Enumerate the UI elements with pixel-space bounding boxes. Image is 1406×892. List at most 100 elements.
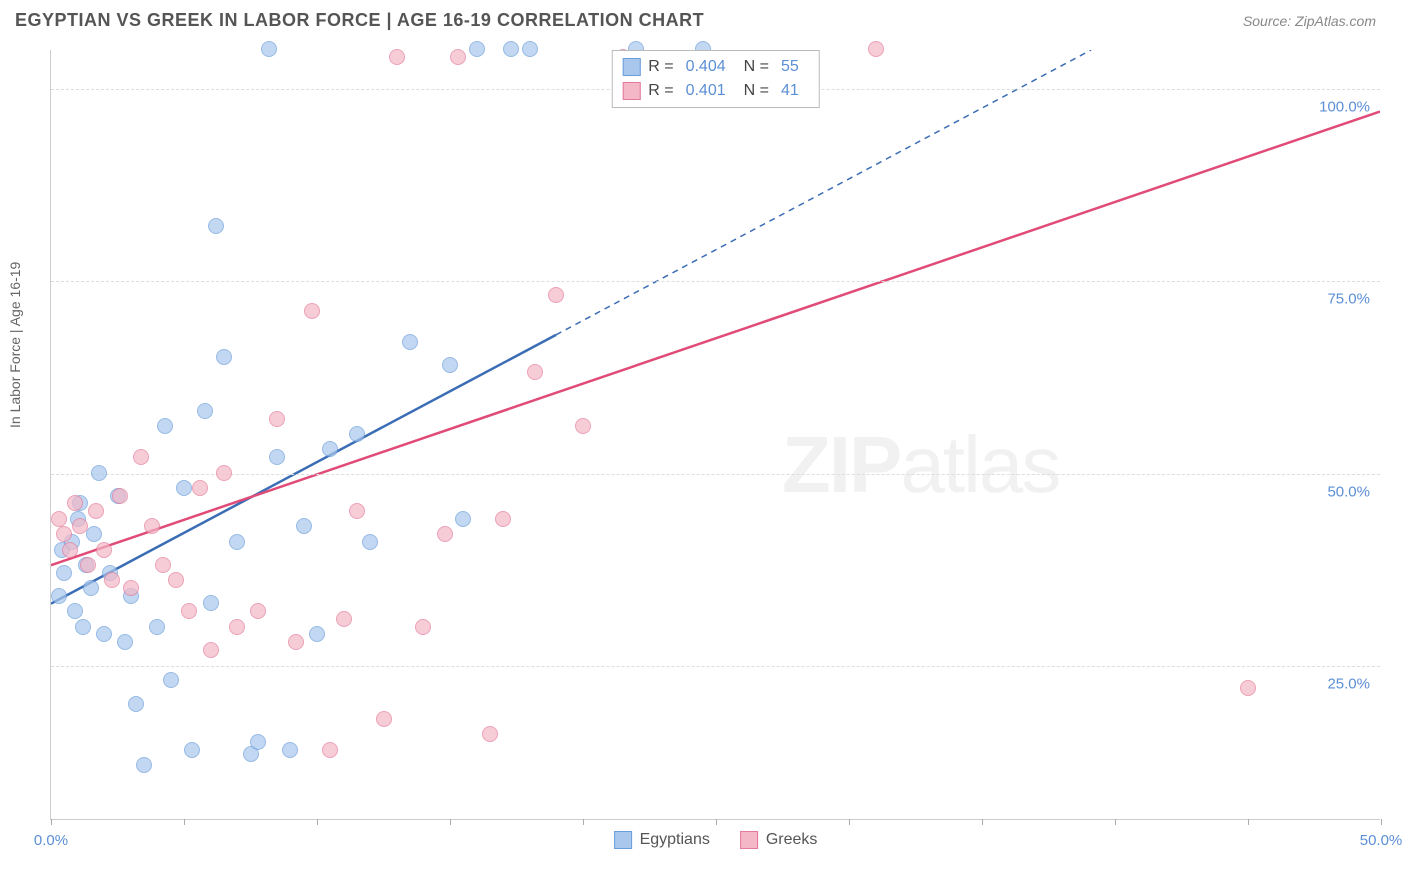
swatch-greeks-icon bbox=[740, 831, 758, 849]
data-point bbox=[250, 603, 266, 619]
scatter-chart: ZIPatlas R = 0.404 N = 55 R = 0.401 N = … bbox=[50, 50, 1380, 820]
data-point bbox=[163, 672, 179, 688]
data-point bbox=[469, 41, 485, 57]
data-point bbox=[415, 619, 431, 635]
data-point bbox=[336, 611, 352, 627]
swatch-greeks bbox=[622, 82, 640, 100]
data-point bbox=[168, 572, 184, 588]
data-point bbox=[216, 465, 232, 481]
data-point bbox=[203, 642, 219, 658]
data-point bbox=[261, 41, 277, 57]
data-point bbox=[282, 742, 298, 758]
data-point bbox=[144, 518, 160, 534]
data-point bbox=[868, 41, 884, 57]
data-point bbox=[123, 580, 139, 596]
legend-row-greeks: R = 0.401 N = 41 bbox=[622, 79, 809, 103]
data-point bbox=[442, 357, 458, 373]
data-point bbox=[62, 542, 78, 558]
data-point bbox=[304, 303, 320, 319]
data-point bbox=[527, 364, 543, 380]
data-point bbox=[575, 418, 591, 434]
data-point bbox=[216, 349, 232, 365]
data-point bbox=[522, 41, 538, 57]
gridline bbox=[51, 666, 1380, 667]
data-point bbox=[309, 626, 325, 642]
source-attribution: Source: ZipAtlas.com bbox=[1243, 13, 1376, 29]
data-point bbox=[229, 534, 245, 550]
y-axis-label: In Labor Force | Age 16-19 bbox=[7, 262, 23, 428]
data-point bbox=[56, 565, 72, 581]
legend-item-egyptians: Egyptians bbox=[614, 831, 710, 849]
gridline bbox=[51, 281, 1380, 282]
r-value-egyptians: 0.404 bbox=[686, 55, 726, 79]
data-point bbox=[503, 41, 519, 57]
data-point bbox=[149, 619, 165, 635]
data-point bbox=[450, 49, 466, 65]
data-point bbox=[83, 580, 99, 596]
data-point bbox=[157, 418, 173, 434]
data-point bbox=[56, 526, 72, 542]
data-point bbox=[437, 526, 453, 542]
data-point bbox=[184, 742, 200, 758]
data-point bbox=[117, 634, 133, 650]
data-point bbox=[349, 426, 365, 442]
x-tick bbox=[982, 819, 983, 825]
data-point bbox=[136, 757, 152, 773]
swatch-egyptians-icon bbox=[614, 831, 632, 849]
x-tick bbox=[1248, 819, 1249, 825]
x-tick-label: 50.0% bbox=[1360, 832, 1403, 849]
x-tick bbox=[1115, 819, 1116, 825]
x-tick-label: 0.0% bbox=[34, 832, 68, 849]
data-point bbox=[495, 511, 511, 527]
data-point bbox=[250, 734, 266, 750]
data-point bbox=[176, 480, 192, 496]
data-point bbox=[349, 503, 365, 519]
data-point bbox=[67, 495, 83, 511]
data-point bbox=[322, 441, 338, 457]
x-tick bbox=[849, 819, 850, 825]
data-point bbox=[80, 557, 96, 573]
data-point bbox=[197, 403, 213, 419]
x-tick bbox=[716, 819, 717, 825]
x-tick bbox=[51, 819, 52, 825]
swatch-egyptians bbox=[622, 58, 640, 76]
x-tick bbox=[184, 819, 185, 825]
r-value-greeks: 0.401 bbox=[686, 79, 726, 103]
x-tick bbox=[583, 819, 584, 825]
data-point bbox=[75, 619, 91, 635]
data-point bbox=[96, 626, 112, 642]
y-tick-label: 75.0% bbox=[1327, 291, 1370, 308]
watermark: ZIPatlas bbox=[782, 419, 1059, 511]
chart-header: EGYPTIAN VS GREEK IN LABOR FORCE | AGE 1… bbox=[0, 0, 1406, 41]
data-point bbox=[128, 696, 144, 712]
data-point bbox=[88, 503, 104, 519]
data-point bbox=[362, 534, 378, 550]
y-tick-label: 25.0% bbox=[1327, 676, 1370, 693]
data-point bbox=[67, 603, 83, 619]
gridline bbox=[51, 474, 1380, 475]
data-point bbox=[1240, 680, 1256, 696]
data-point bbox=[91, 465, 107, 481]
series-legend: Egyptians Greeks bbox=[614, 831, 818, 849]
chart-title: EGYPTIAN VS GREEK IN LABOR FORCE | AGE 1… bbox=[15, 10, 704, 31]
n-value-greeks: 41 bbox=[781, 79, 799, 103]
data-point bbox=[322, 742, 338, 758]
data-point bbox=[269, 411, 285, 427]
legend-row-egyptians: R = 0.404 N = 55 bbox=[622, 55, 809, 79]
data-point bbox=[203, 595, 219, 611]
data-point bbox=[51, 588, 67, 604]
data-point bbox=[482, 726, 498, 742]
data-point bbox=[296, 518, 312, 534]
legend-item-greeks: Greeks bbox=[740, 831, 818, 849]
x-tick bbox=[450, 819, 451, 825]
data-point bbox=[455, 511, 471, 527]
data-point bbox=[51, 511, 67, 527]
data-point bbox=[112, 488, 128, 504]
data-point bbox=[72, 518, 88, 534]
data-point bbox=[96, 542, 112, 558]
n-value-egyptians: 55 bbox=[781, 55, 799, 79]
data-point bbox=[229, 619, 245, 635]
y-tick-label: 50.0% bbox=[1327, 483, 1370, 500]
data-point bbox=[133, 449, 149, 465]
data-point bbox=[181, 603, 197, 619]
